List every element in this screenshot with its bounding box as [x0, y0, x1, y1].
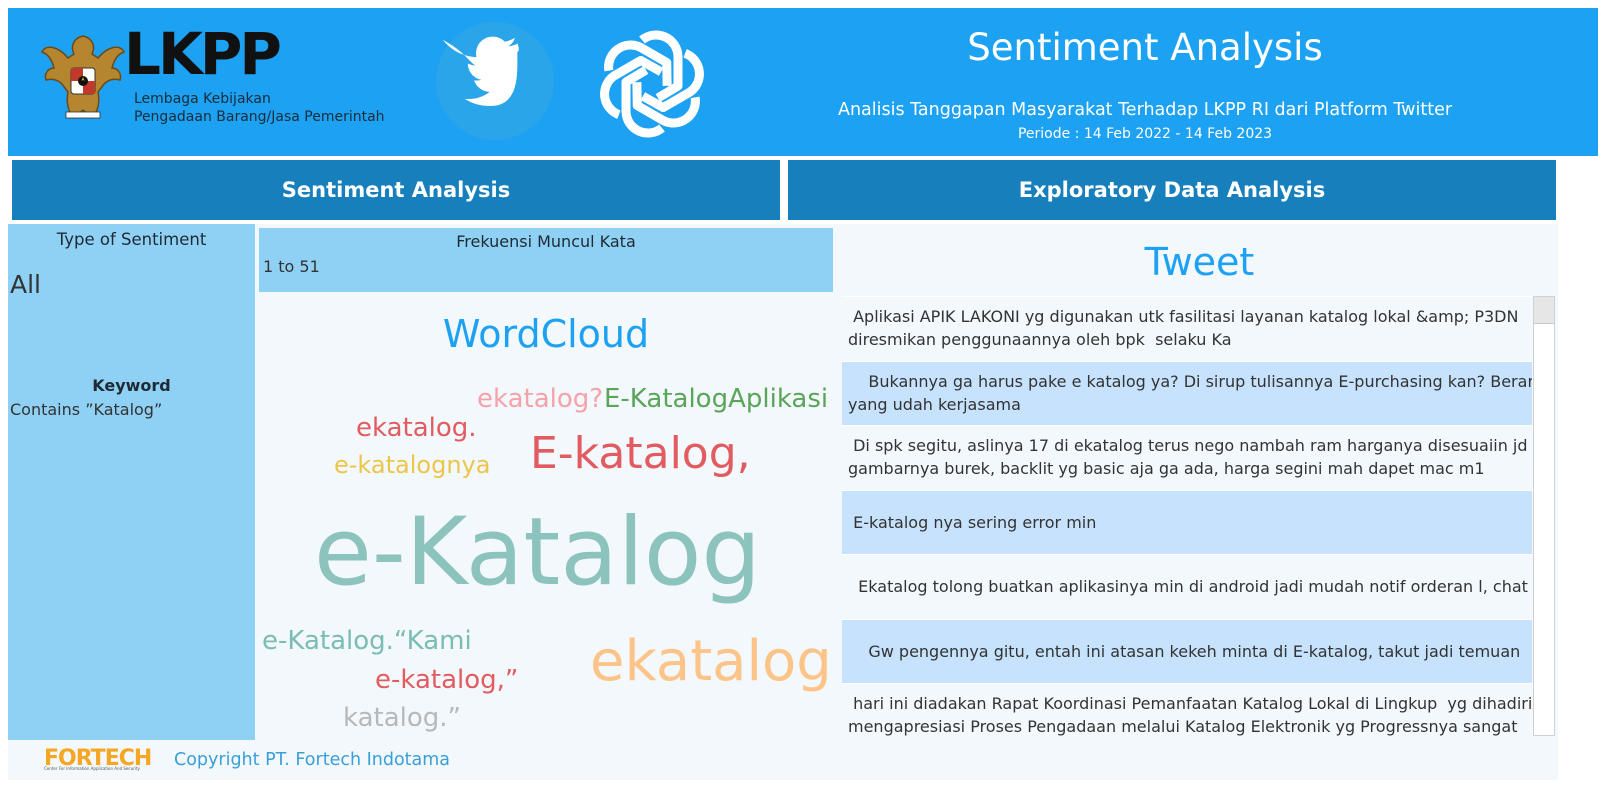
lkpp-logo-text: LKPP	[124, 20, 282, 88]
wordcloud-word[interactable]: e-katalognya	[334, 451, 491, 479]
frequency-filter-box[interactable]	[259, 228, 833, 292]
section-header-eda: Exploratory Data Analysis	[788, 160, 1556, 220]
fortech-logo: FORTECH	[44, 746, 152, 771]
frequency-filter-label: Frekuensi Muncul Kata	[456, 232, 636, 251]
wordcloud-word[interactable]: E-KatalogAplikasi	[604, 384, 829, 414]
keyword-filter-label: Keyword	[92, 376, 171, 395]
openai-logo-icon	[600, 30, 704, 138]
wordcloud-word[interactable]: ekatalog.	[356, 413, 477, 443]
section-header-sentiment: Sentiment Analysis	[12, 160, 780, 220]
lkpp-subtitle-line1: Lembaga Kebijakan	[134, 91, 271, 107]
garuda-emblem-icon	[40, 35, 126, 120]
dashboard-title: Sentiment Analysis	[967, 26, 1323, 69]
tweet-row[interactable]: Bukannya ga harus pake e katalog ya? Di …	[842, 360, 1532, 425]
tweet-row[interactable]: Aplikasi APIK LAKONI yg digunakan utk fa…	[842, 296, 1532, 361]
frequency-filter-range[interactable]: 1 to 51	[263, 257, 320, 276]
wordcloud-title: WordCloud	[442, 312, 650, 356]
dashboard-subtitle: Analisis Tanggapan Masyarakat Terhadap L…	[837, 100, 1453, 120]
wordcloud-word[interactable]: ekatalog?	[477, 384, 604, 414]
tweet-row[interactable]: Ekatalog tolong buatkan aplikasinya min …	[842, 554, 1532, 619]
sentiment-filter-label: Type of Sentiment	[56, 230, 207, 249]
tweet-panel-title: Tweet	[1144, 240, 1255, 284]
tweet-list-scrollbar[interactable]	[1533, 296, 1555, 736]
copyright-text: Copyright PT. Fortech Indotama	[174, 750, 451, 770]
keyword-filter-value[interactable]: Contains ”Katalog”	[10, 400, 163, 419]
dashboard-period: Periode : 14 Feb 2022 - 14 Feb 2023	[1017, 126, 1273, 142]
fortech-logo-tagline: Center For Information Application And S…	[44, 766, 140, 771]
footer	[8, 740, 1558, 780]
scrollbar-thumb[interactable]	[1534, 297, 1554, 324]
tweet-row[interactable]: Gw pengennya gitu, entah ini atasan keke…	[842, 618, 1532, 683]
wordcloud-word[interactable]: E-katalog,	[530, 428, 751, 479]
wordcloud-word[interactable]: e-Katalog.“Kami	[262, 626, 472, 656]
twitter-bird-shape	[442, 36, 519, 107]
wordcloud-word[interactable]: katalog.”	[343, 703, 462, 733]
sentiment-filter-value[interactable]: All	[10, 270, 41, 299]
tweet-list[interactable]: Aplikasi APIK LAKONI yg digunakan utk fa…	[842, 296, 1532, 736]
wordcloud-word[interactable]: e-Katalog	[314, 498, 762, 607]
lkpp-logo-subtitle: Lembaga Kebijakan Pengadaan Barang/Jasa …	[134, 90, 385, 126]
tweet-row[interactable]: hari ini diadakan Rapat Koordinasi Peman…	[842, 683, 1532, 736]
twitter-bird-icon	[436, 22, 554, 140]
wordcloud-word[interactable]: ekatalog	[590, 629, 832, 694]
header-banner	[8, 8, 1598, 156]
filter-panel	[8, 224, 255, 740]
wordcloud-panel	[255, 224, 841, 740]
wordcloud-word[interactable]: e-katalog,”	[375, 665, 519, 695]
tweet-row[interactable]: E-katalog nya sering error min	[842, 489, 1532, 554]
lkpp-subtitle-line2: Pengadaan Barang/Jasa Pemerintah	[134, 109, 385, 125]
tweet-row[interactable]: Di spk segitu, aslinya 17 di ekatalog te…	[842, 425, 1532, 490]
